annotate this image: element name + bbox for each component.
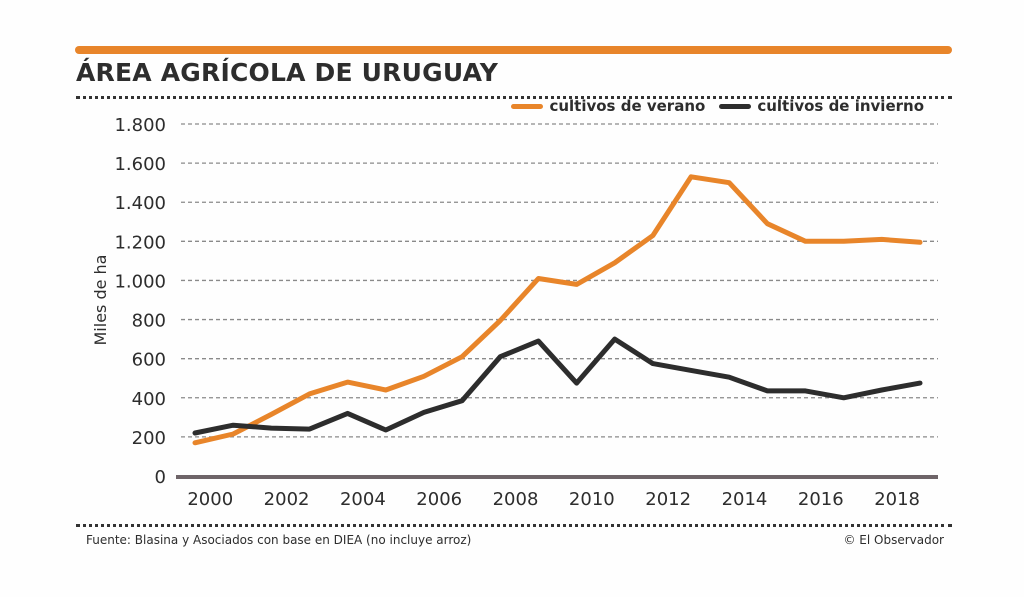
legend-item-winter: cultivos de invierno <box>719 97 924 115</box>
x-tick-label: 2008 <box>493 489 539 510</box>
x-tick-label: 2002 <box>264 489 310 510</box>
y-tick-label: 400 <box>132 389 166 410</box>
x-tick-label: 2018 <box>874 489 920 510</box>
y-tick-label: 800 <box>132 311 166 332</box>
y-tick-label: 1.800 <box>114 115 166 136</box>
credit: © El Observador <box>843 533 944 547</box>
y-tick-label: 1.400 <box>114 193 166 214</box>
title-divider <box>76 96 952 99</box>
legend-swatch-winter <box>719 103 752 109</box>
legend-item-summer: cultivos de verano <box>511 97 705 115</box>
y-tick-label: 1.000 <box>114 271 166 292</box>
y-tick-label: 1.600 <box>114 154 166 175</box>
chart-title: ÁREA AGRÍCOLA DE URUGUAY <box>76 58 499 87</box>
footer-divider <box>76 524 952 527</box>
x-tick-label: 2010 <box>569 489 615 510</box>
source-note: Fuente: Blasina y Asociados con base en … <box>86 533 472 547</box>
x-tick-label: 2012 <box>645 489 691 510</box>
y-tick-label: 1.200 <box>114 232 166 253</box>
y-axis-label: Miles de ha <box>91 255 110 346</box>
y-tick-label: 0 <box>155 467 166 488</box>
y-tick-label: 200 <box>132 428 166 449</box>
x-tick-label: 2004 <box>340 489 386 510</box>
y-tick-label: 600 <box>132 350 166 371</box>
series-line-winter <box>192 336 923 436</box>
legend: cultivos de verano cultivos de invierno <box>511 97 924 115</box>
legend-label-winter: cultivos de invierno <box>757 97 924 115</box>
series-line-summer <box>192 174 923 446</box>
x-tick-label: 2016 <box>798 489 844 510</box>
legend-label-summer: cultivos de verano <box>549 97 706 115</box>
x-tick-label: 2006 <box>416 489 462 510</box>
x-tick-label: 2000 <box>187 489 233 510</box>
top-accent-bar <box>75 46 952 54</box>
x-tick-label: 2014 <box>722 489 768 510</box>
legend-swatch-summer <box>511 103 544 109</box>
